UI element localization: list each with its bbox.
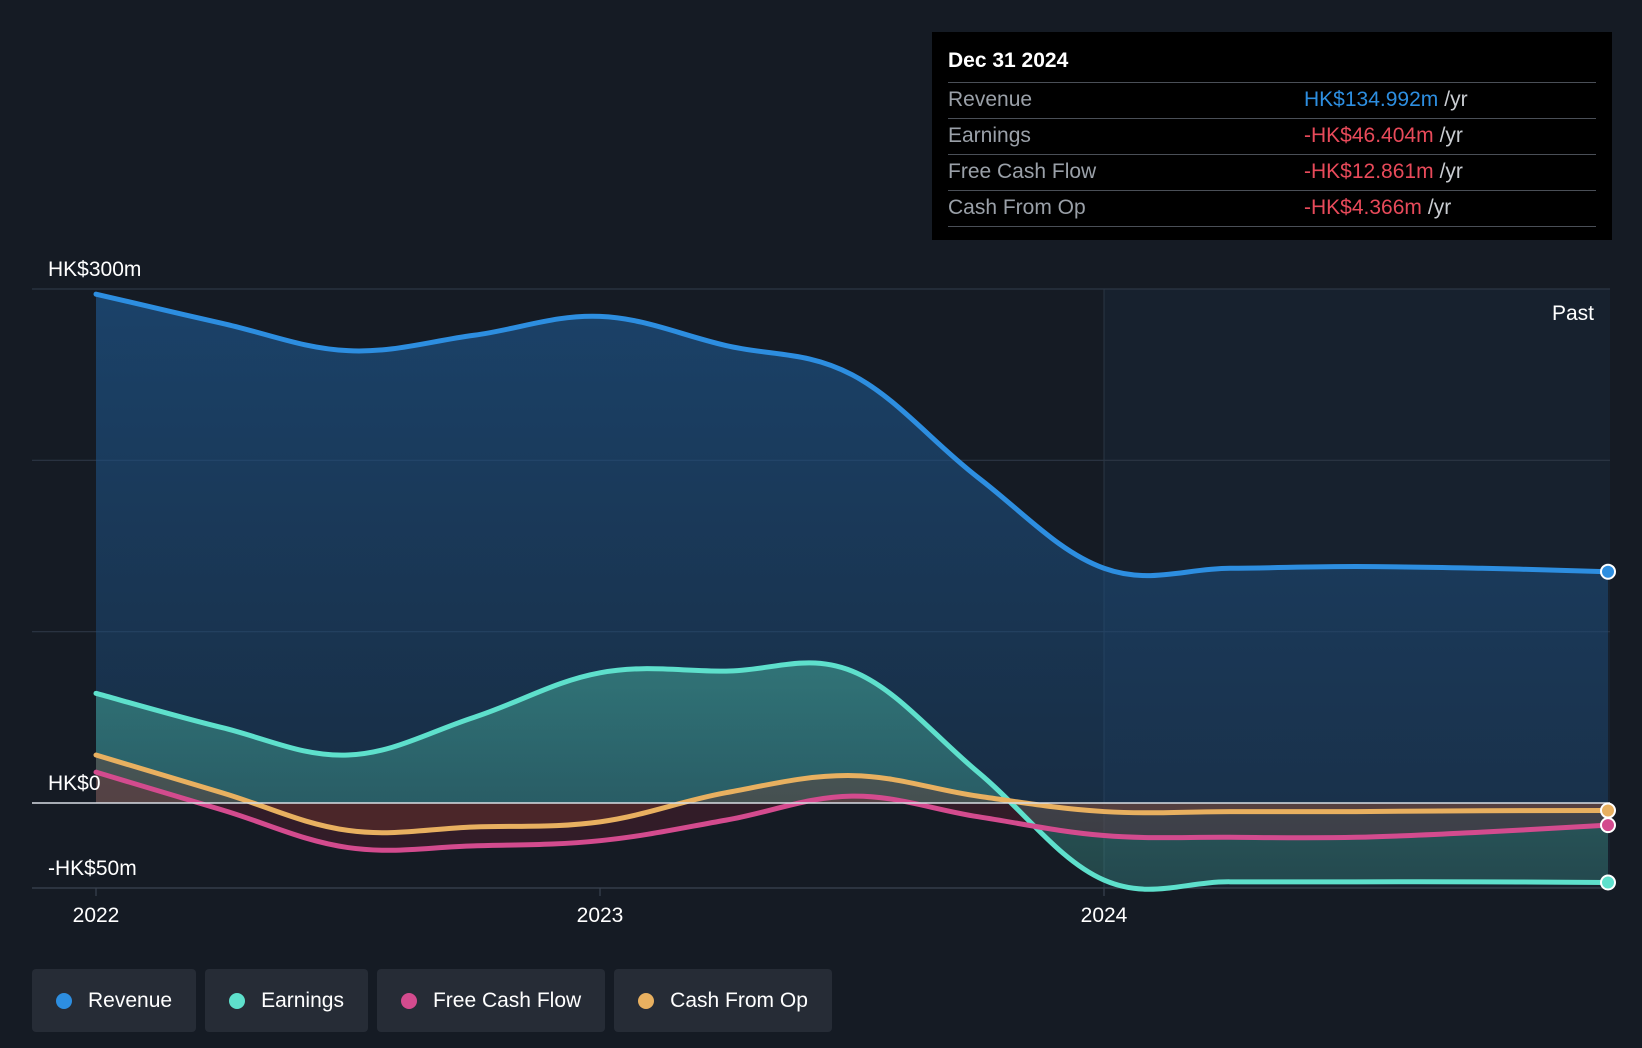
legend-label: Cash From Op [670,988,808,1012]
free-cash-flow-line [93,769,1611,853]
cash-from-op-line [93,752,1611,836]
tooltip-unit: /yr [1439,160,1463,183]
tooltip-value: -HK$4.366m [1304,196,1422,219]
tooltip-value: -HK$12.861m [1304,160,1434,183]
legend-dot-icon [56,992,72,1009]
y-tick-label: HK$300m [48,258,141,281]
legend-dot-icon [229,992,246,1009]
earnings-end-point [1600,874,1616,891]
tooltip-row-earnings: Earnings -HK$46.404m/yr [948,119,1596,155]
revenue-end-point [1600,563,1616,580]
legend-label: Revenue [88,988,173,1012]
legend-label: Earnings [261,988,344,1012]
legend-item-revenue[interactable]: Revenue [32,969,197,1032]
revenue-line [93,291,1611,579]
tooltip-row-cash-from-op: Cash From Op -HK$4.366m/yr [948,191,1596,227]
legend: Revenue Earnings Free Cash Flow Cash From O… [32,969,832,1032]
tooltip-value: HK$134.992m [1304,88,1439,111]
tooltip-unit: /yr [1444,88,1468,111]
tooltip-value: -HK$46.404m [1304,124,1434,147]
y-tick-label: -HK$50m [48,857,137,880]
x-tick-label: 2023 [577,904,624,927]
cash-from-op-end-point [1600,802,1616,819]
tooltip-unit: /yr [1439,124,1463,147]
legend-item-free-cash-flow[interactable]: Free Cash Flow [376,969,606,1032]
revenue-area [96,294,1608,803]
tooltip: Dec 31 2024 Revenue HK$134.992m/yr Earning… [932,32,1612,240]
legend-item-cash-from-op[interactable]: Cash From Op [614,969,832,1032]
tooltip-label: Earnings [948,124,1031,147]
tooltip-unit: /yr [1427,196,1452,219]
x-tick-label: 2022 [73,904,120,927]
legend-item-earnings[interactable]: Earnings [205,969,368,1032]
legend-dot-icon [638,992,655,1009]
legend-label: Free Cash Flow [432,988,582,1012]
tooltip-row-free-cash-flow: Free Cash Flow -HK$12.861m/yr [948,155,1596,191]
earnings-line [93,660,1611,892]
tooltip-label: Free Cash Flow [948,160,1097,183]
x-tick-label: 2024 [1081,904,1128,927]
free-cash-flow-area [96,772,1608,851]
tooltip-label: Cash From Op [948,196,1086,219]
y-tick-label: HK$0 [48,772,101,795]
tooltip-row-revenue: Revenue HK$134.992m/yr [948,83,1596,119]
past-label: Past [1552,302,1594,325]
free-cash-flow-end-point [1600,817,1616,834]
tooltip-date: Dec 31 2024 [948,46,1596,83]
legend-dot-icon [400,992,417,1009]
tooltip-label: Revenue [948,88,1033,111]
